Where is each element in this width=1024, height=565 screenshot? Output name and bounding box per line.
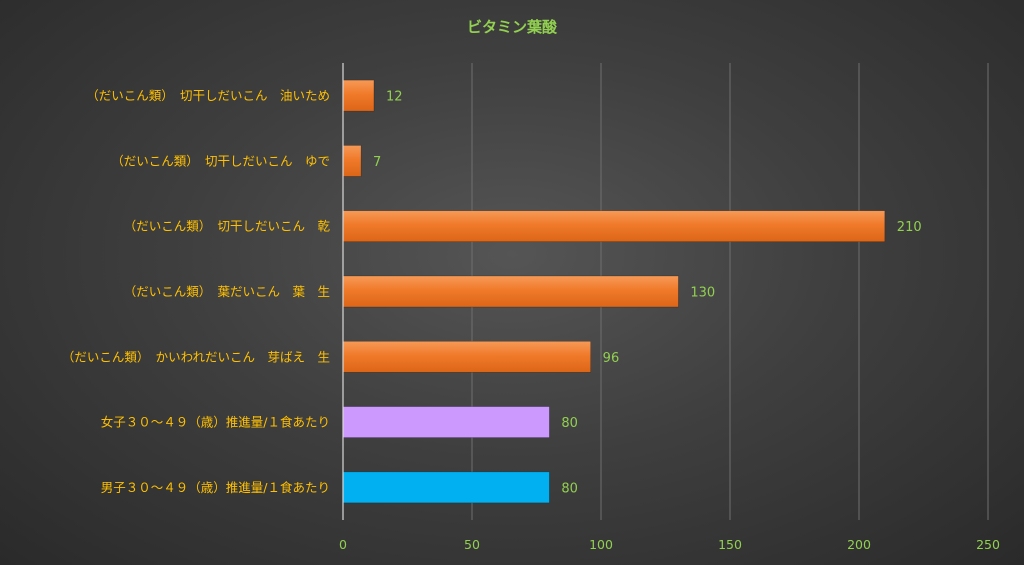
data-label-4: 96 <box>603 351 620 366</box>
data-label-1: 7 <box>373 155 381 170</box>
bar-1 <box>342 145 362 177</box>
gridlines <box>471 63 989 520</box>
x-tick-label-200: 200 <box>847 537 871 552</box>
x-tick-label-50: 50 <box>464 537 480 552</box>
category-label-3: （だいこん類） 葉だいこん 葉 生 <box>124 284 330 299</box>
category-label-2: （だいこん類） 切干しだいこん 乾 <box>124 219 331 234</box>
x-tick-label-0: 0 <box>339 537 347 552</box>
bar-6 <box>342 471 550 504</box>
chart-title: ビタミン葉酸 <box>467 18 558 36</box>
x-tick-label-150: 150 <box>718 537 742 552</box>
x-tick-label-100: 100 <box>589 537 613 552</box>
bars <box>342 79 886 504</box>
x-tick-label-250: 250 <box>976 537 1000 552</box>
bar-0 <box>342 79 375 112</box>
category-label-1: （だいこん類） 切干しだいこん ゆで <box>111 153 330 168</box>
category-label-4: （だいこん類） かいわれだいこん 芽ばえ 生 <box>62 349 330 364</box>
data-label-2: 210 <box>897 220 922 235</box>
data-label-5: 80 <box>561 416 578 431</box>
category-label-0: （だいこん類） 切干しだいこん 油いため <box>86 88 330 103</box>
category-label-6: 男子３０～４９（歳）推進量/１食あたり <box>101 480 330 495</box>
bar-4 <box>342 340 591 373</box>
category-label-5: 女子３０～４９（歳）推進量/１食あたり <box>101 415 330 430</box>
data-label-0: 12 <box>386 90 403 105</box>
labels: ビタミン葉酸 0 50 100 150 200 250 （だいこん類） 切干しだいこん 油いた… <box>62 18 1000 552</box>
data-label-6: 80 <box>561 481 578 496</box>
bar-2 <box>342 210 886 243</box>
data-label-3: 130 <box>690 286 715 301</box>
bar-5 <box>342 406 550 438</box>
bar-3 <box>342 275 679 308</box>
